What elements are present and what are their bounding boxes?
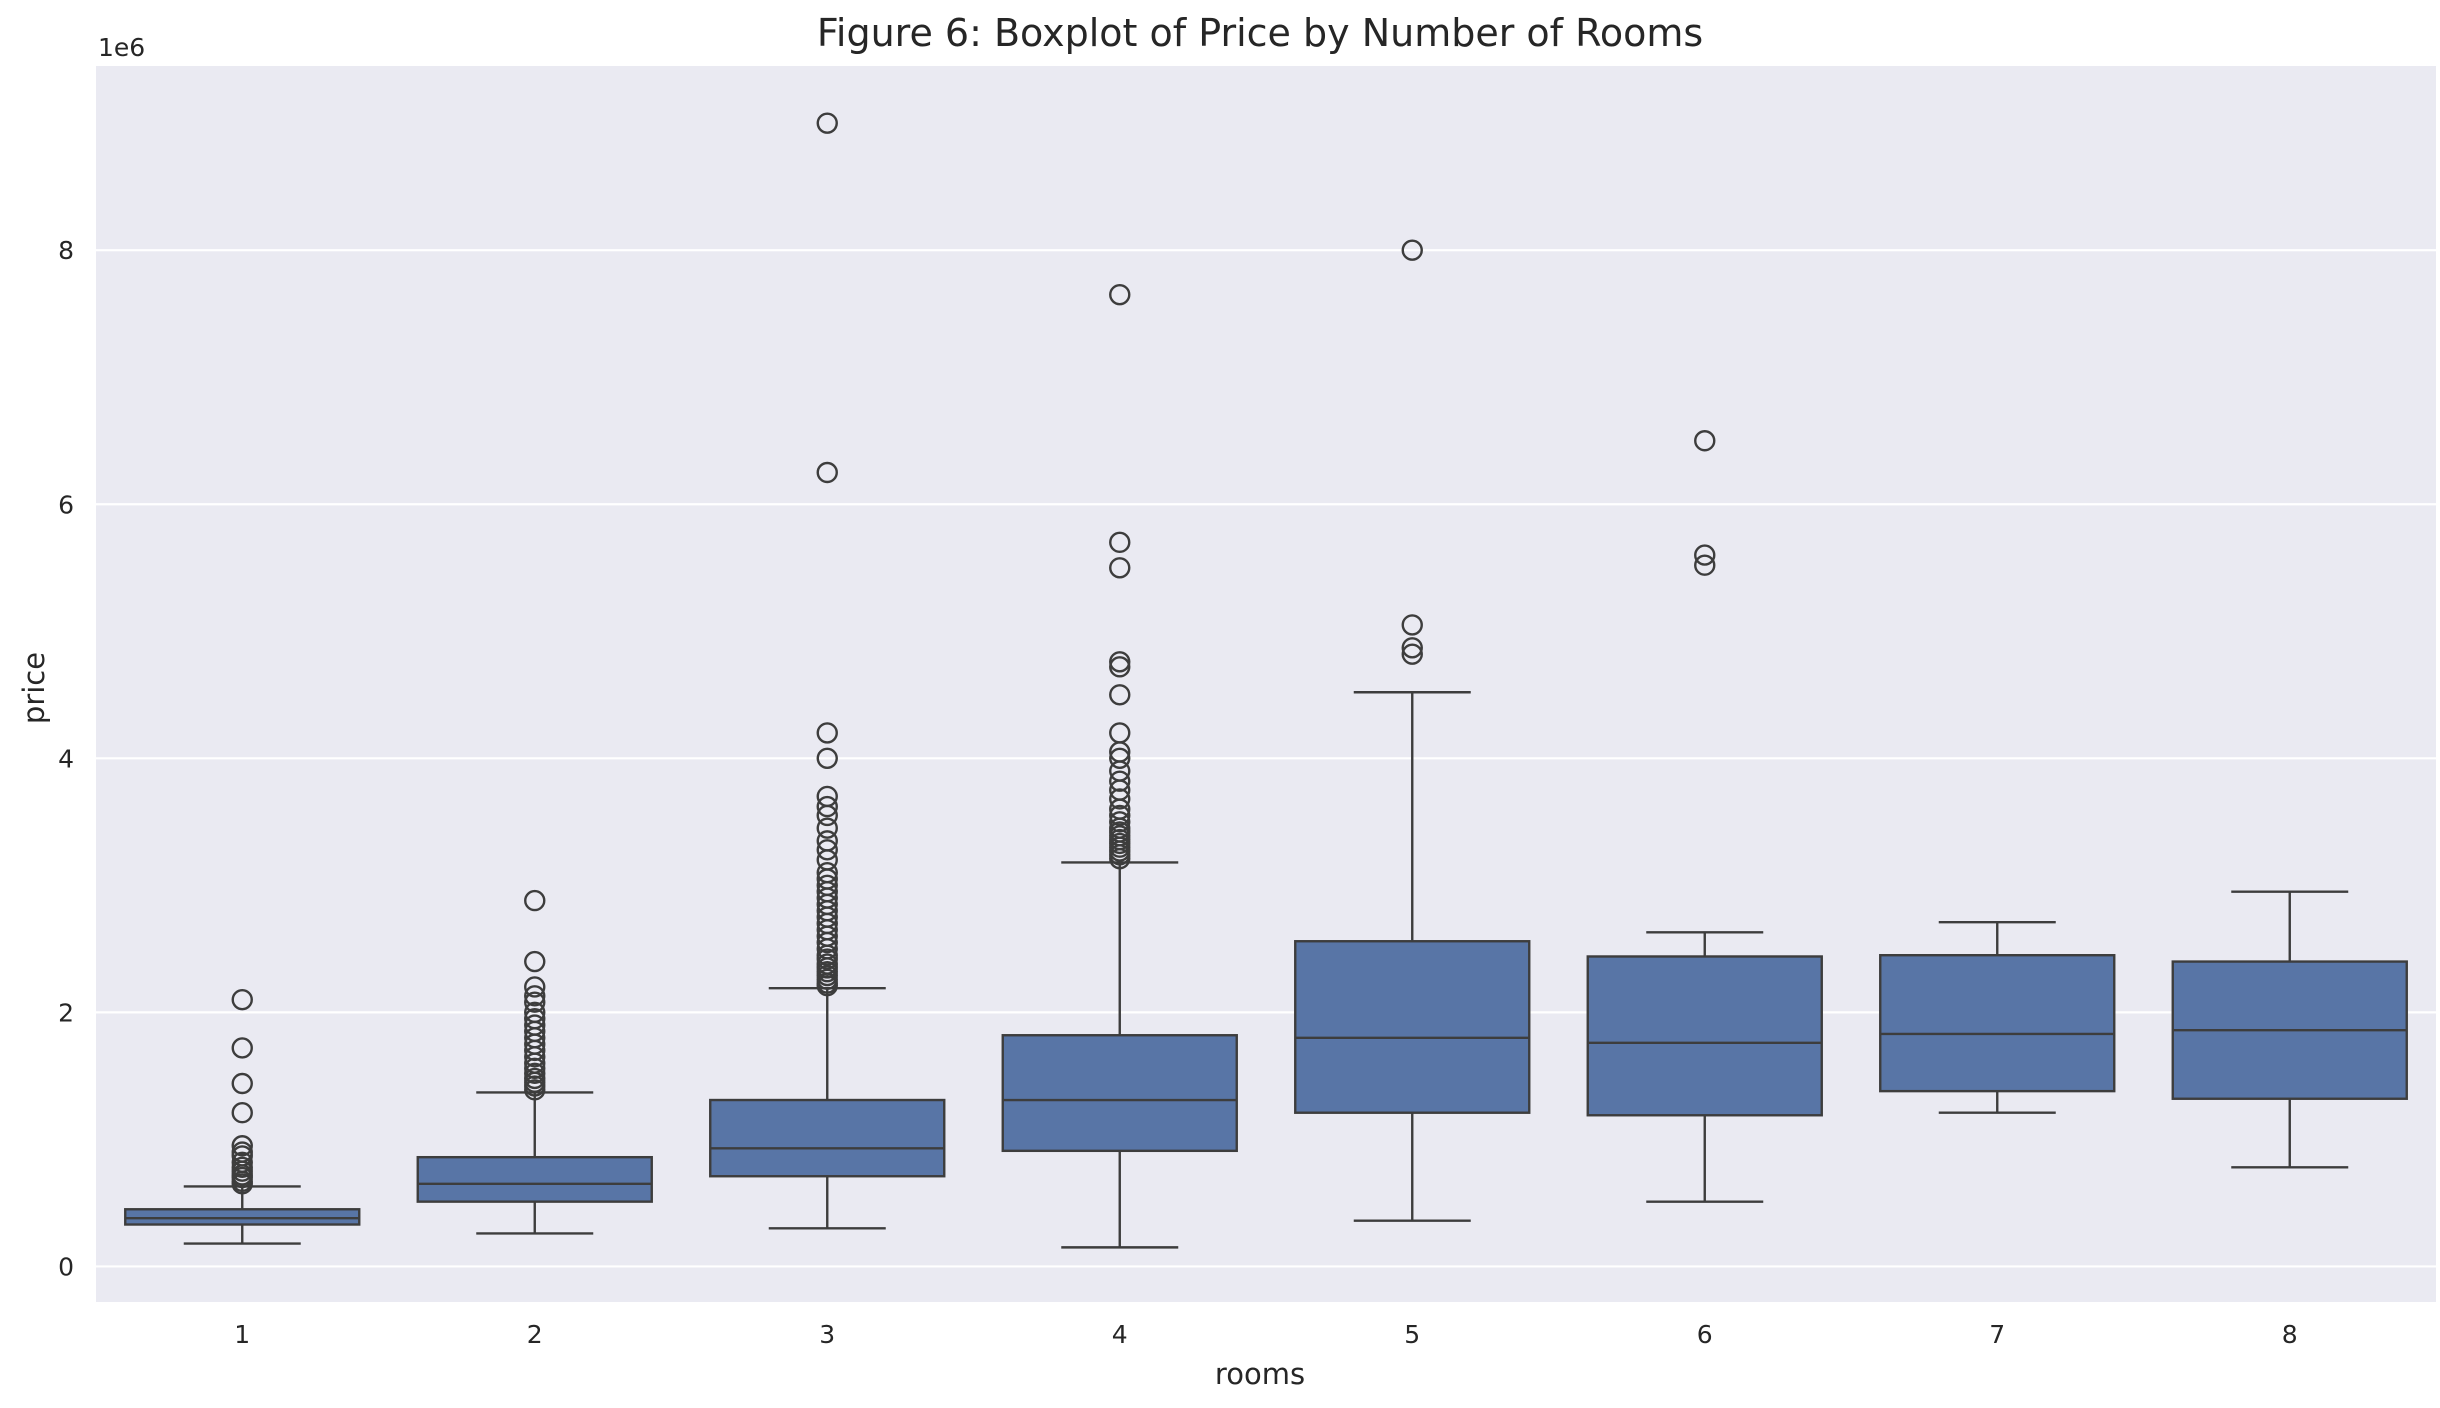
outlier-point [1109, 651, 1131, 673]
box-group-rooms-1 [124, 988, 361, 1245]
x-tick-label: 2 [527, 1320, 543, 1349]
outlier-point [816, 795, 838, 818]
y-axis-label: price [17, 652, 51, 724]
box-iqr [1586, 955, 1823, 1117]
outlier-point [524, 976, 546, 998]
outlier-point [816, 112, 838, 134]
plot-background [96, 66, 2436, 1302]
box-iqr [416, 1155, 653, 1203]
outlier-point [1109, 747, 1131, 770]
box-group-rooms-3 [709, 112, 946, 1230]
box-iqr [1001, 1034, 1238, 1153]
box-group-rooms-7 [1879, 920, 2116, 1114]
outlier-point [231, 1037, 253, 1059]
box-group-rooms-6 [1586, 430, 1823, 1203]
x-tick-labels: 1 2 3 4 5 6 7 8 [234, 1320, 2297, 1349]
outlier-point [1694, 430, 1716, 452]
box-group-rooms-8 [2171, 890, 2408, 1169]
outlier-point [1109, 531, 1131, 554]
outlier-point [816, 817, 838, 839]
outlier-point [1109, 557, 1131, 579]
outlier-point [816, 931, 838, 954]
outlier-point [524, 1039, 546, 1062]
outlier-point [524, 950, 546, 973]
outlier-point [231, 1173, 253, 1195]
outlier-point [524, 1046, 546, 1068]
outlier-point [524, 991, 546, 1013]
box-iqr [1294, 940, 1531, 1114]
x-tick-label: 8 [2282, 1320, 2298, 1349]
y-tick-label: 2 [58, 998, 74, 1027]
outlier-point [231, 1102, 253, 1124]
outlier-point [1109, 770, 1131, 792]
outlier-point [524, 985, 546, 1007]
x-tick-label: 4 [1112, 1320, 1128, 1349]
y-tick-label: 0 [58, 1252, 74, 1281]
outlier-point [524, 889, 546, 912]
outlier-point [816, 747, 838, 770]
outlier-point [816, 974, 838, 997]
outlier-point [1109, 788, 1131, 810]
outlier-point [524, 1062, 546, 1085]
x-tick-label: 5 [1404, 1320, 1420, 1349]
chart-title: Figure 6: Boxplot of Price by Number of … [817, 11, 1703, 55]
y-axis-offset-label: 1e6 [98, 33, 145, 62]
box-iqr [709, 1098, 946, 1178]
outlier-point [1109, 804, 1131, 827]
outlier-point [1401, 643, 1423, 665]
x-axis-label: rooms [1215, 1357, 1305, 1391]
outlier-point [231, 988, 253, 1011]
outlier-point [524, 1057, 546, 1079]
x-tick-label: 6 [1697, 1320, 1713, 1349]
outlier-point [524, 1079, 546, 1101]
boxes-layer [124, 112, 2408, 1249]
outlier-point [1401, 637, 1423, 659]
y-tick-labels: 0 2 4 6 8 [58, 236, 74, 1281]
box-iqr [124, 1208, 361, 1226]
y-tick-label: 8 [58, 236, 74, 265]
x-tick-label: 7 [1989, 1320, 2005, 1349]
outlier-point [231, 1072, 253, 1095]
x-tick-label: 1 [234, 1320, 250, 1349]
outlier-point [816, 722, 838, 744]
box-group-rooms-2 [416, 889, 653, 1235]
outlier-point [816, 804, 838, 827]
box-group-rooms-4 [1001, 283, 1238, 1249]
outlier-point [1109, 656, 1131, 678]
outlier-point [1694, 544, 1716, 566]
y-tick-label: 4 [58, 744, 74, 773]
outlier-point [1109, 684, 1131, 706]
box-iqr [1879, 954, 2116, 1093]
outlier-point [1401, 239, 1423, 261]
outlier-point [1109, 283, 1131, 306]
outlier-point [1694, 554, 1716, 576]
outlier-point [816, 839, 838, 861]
outlier-point [816, 461, 838, 484]
y-tick-label: 6 [58, 490, 74, 519]
box-group-rooms-5 [1294, 239, 1531, 1222]
outlier-point [1401, 614, 1423, 636]
outlier-point [816, 948, 838, 970]
outlier-point [231, 1135, 253, 1157]
outlier-point [1109, 847, 1131, 870]
x-tick-label: 3 [819, 1320, 835, 1349]
outlier-point [1109, 811, 1131, 833]
